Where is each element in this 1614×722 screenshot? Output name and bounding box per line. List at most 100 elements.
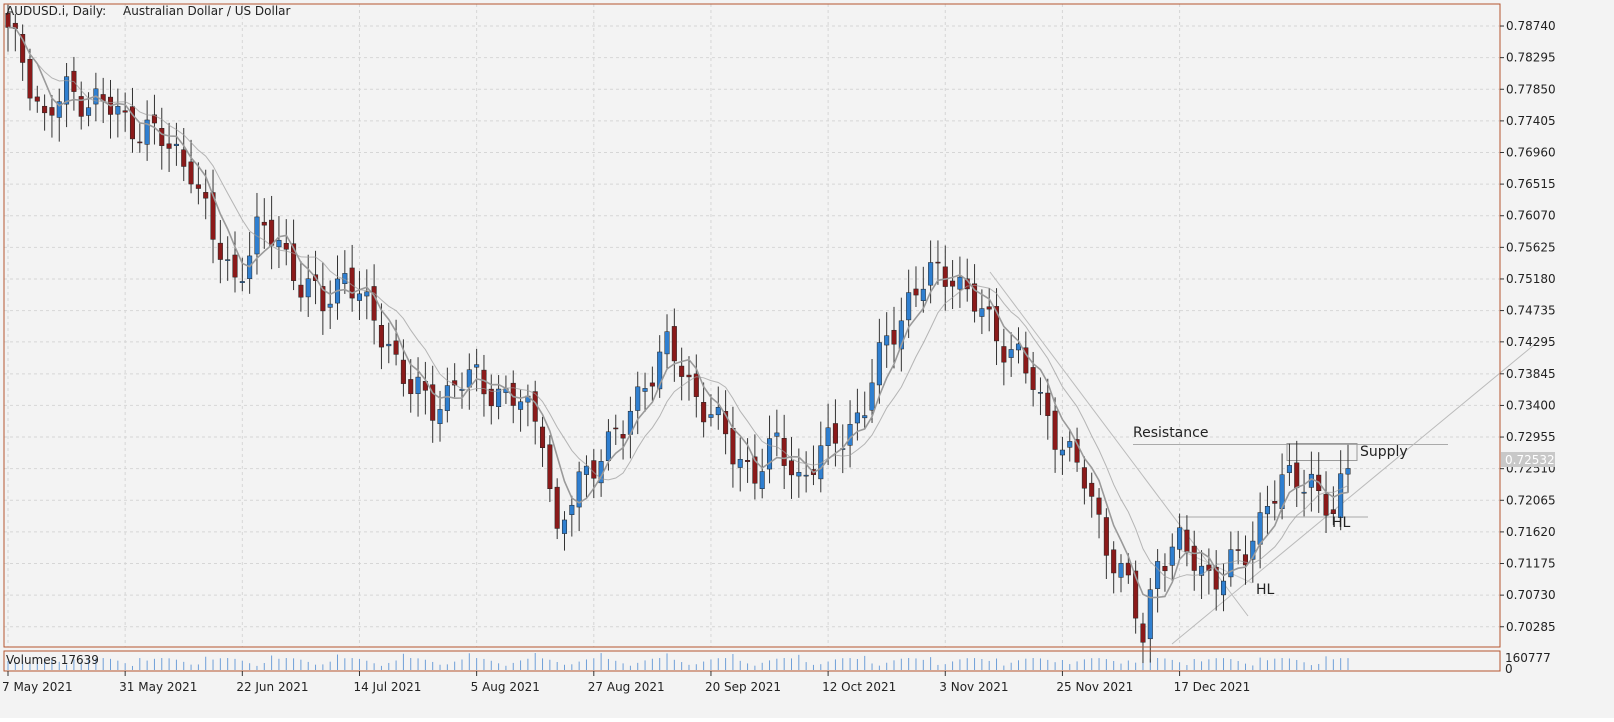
candle-body [408, 379, 414, 395]
candle-body [173, 143, 179, 146]
uptrend-line [1171, 339, 1541, 645]
candle [752, 434, 758, 500]
price-tick-label: 0.76515 [1506, 177, 1556, 191]
candle-body [1330, 509, 1336, 514]
candle-body [869, 382, 875, 411]
candle [986, 288, 992, 332]
candle [1177, 513, 1183, 559]
price-tick-label: 0.76070 [1506, 209, 1556, 223]
candle-body [583, 465, 589, 475]
candle [276, 216, 282, 269]
candle [1045, 378, 1051, 440]
date-axis: 7 May 2021 31 May 2021 22 Jun 2021 14 Jul 2… [2, 671, 1250, 694]
volume-min-label: 0 [1505, 662, 1513, 676]
candle [232, 231, 238, 293]
price-tick-label: 0.73845 [1506, 367, 1556, 381]
candle [1162, 553, 1168, 592]
candle-body [195, 184, 201, 189]
supply-zone [1286, 443, 1358, 462]
candle [474, 348, 480, 392]
candle [1118, 554, 1124, 593]
candle-body [129, 106, 136, 140]
candle-body [1235, 549, 1241, 551]
candle [518, 389, 524, 432]
candle-body [518, 401, 524, 410]
candle-body [378, 325, 384, 348]
candle-body [1147, 589, 1153, 640]
candle-body [1067, 441, 1073, 448]
moving-average-line [7, 26, 1349, 581]
candle-body [371, 286, 377, 321]
candle [701, 382, 707, 438]
candle [327, 280, 333, 329]
candle [305, 254, 311, 317]
candle [298, 260, 304, 312]
candle-body [239, 281, 245, 283]
candle [642, 372, 648, 412]
candle [371, 264, 377, 345]
candle [393, 319, 399, 366]
candle-body [730, 427, 736, 465]
candle [942, 245, 948, 311]
candle [1081, 456, 1087, 505]
candle [1155, 549, 1161, 613]
candle [430, 365, 436, 443]
candle [1286, 443, 1292, 486]
candle [540, 416, 546, 467]
candle [891, 306, 897, 369]
price-tick-label: 0.77850 [1506, 82, 1556, 96]
volume-max-label: 160777 [1505, 651, 1551, 665]
candle-body [1177, 527, 1183, 550]
candle-body [1162, 566, 1168, 572]
symbol-description: Australian Dollar / US Dollar [123, 4, 291, 18]
candle [920, 266, 926, 313]
candle-body [393, 340, 399, 355]
symbol-label: AUDUSD.i, Daily: [6, 4, 106, 18]
date-tick-label: 25 Nov 2021 [1056, 680, 1133, 694]
candle-body [64, 76, 70, 105]
candle [1008, 332, 1014, 377]
volume-label: Volumes 17639 [6, 653, 99, 667]
candle [576, 461, 582, 532]
price-axis: 0.78740 0.78295 0.77850 0.77405 0.76960 0.765… [1500, 19, 1556, 634]
candle [408, 359, 414, 413]
candle-body [188, 161, 194, 185]
candle-body [1286, 465, 1292, 473]
candle-body [1301, 491, 1307, 494]
date-tick-label: 7 May 2021 [2, 680, 73, 694]
candle [1250, 521, 1256, 583]
candle-body [671, 326, 677, 362]
candle [679, 347, 685, 401]
candle [34, 85, 40, 113]
candle [291, 219, 297, 291]
candle [415, 357, 421, 417]
candle [1037, 377, 1043, 416]
price-tick-label: 0.77405 [1506, 114, 1556, 128]
candle [862, 391, 868, 430]
candle [1191, 530, 1197, 591]
candle-body [825, 427, 831, 446]
candlesticks [5, 4, 1351, 664]
candle [950, 260, 956, 310]
candle-body [1096, 497, 1102, 515]
candle-body [832, 423, 838, 444]
candle-body [1008, 349, 1014, 358]
candle-body [261, 221, 267, 226]
trend-lines [989, 271, 1541, 645]
candle [151, 94, 157, 145]
candle-body [591, 460, 597, 479]
candle-body [122, 110, 128, 113]
price-tick-label: 0.70285 [1506, 620, 1556, 634]
candle [613, 414, 619, 445]
candle-body [847, 424, 853, 446]
candle-body [298, 284, 304, 298]
candle [1133, 560, 1139, 634]
date-tick-label: 27 Aug 2021 [588, 680, 665, 694]
candle-body [1184, 529, 1190, 552]
moving-averages [7, 26, 1349, 599]
candle [49, 95, 55, 138]
candle [935, 240, 941, 285]
candle [715, 386, 721, 430]
